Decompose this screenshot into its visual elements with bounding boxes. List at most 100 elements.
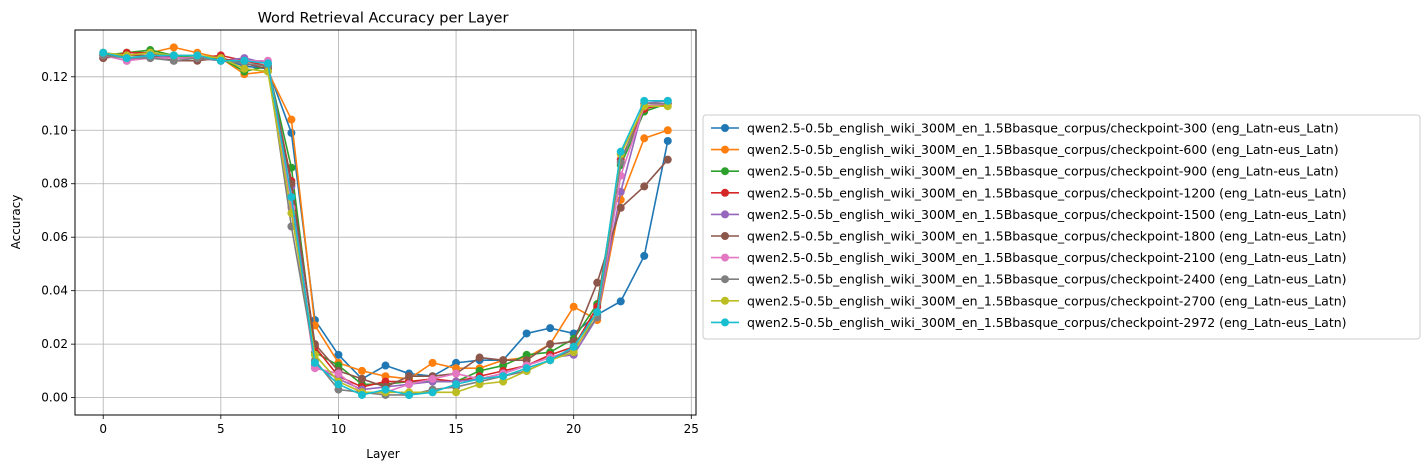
legend-label: qwen2.5-0.5b_english_wiki_300M_en_1.5Bba… — [747, 229, 1347, 244]
data-point — [334, 369, 343, 378]
legend-label: qwen2.5-0.5b_english_wiki_300M_en_1.5Bba… — [747, 293, 1347, 308]
legend: qwen2.5-0.5b_english_wiki_300M_en_1.5Bba… — [702, 114, 1421, 340]
series-line — [103, 54, 668, 391]
legend-marker — [721, 296, 729, 305]
legend-entry: qwen2.5-0.5b_english_wiki_300M_en_1.5Bba… — [711, 229, 1347, 244]
data-point — [146, 51, 155, 60]
data-point — [663, 155, 672, 164]
data-point — [263, 67, 272, 76]
legend-entry: qwen2.5-0.5b_english_wiki_300M_en_1.5Bba… — [711, 293, 1347, 308]
legend-entry: qwen2.5-0.5b_english_wiki_300M_en_1.5Bba… — [711, 142, 1339, 157]
series-3 — [99, 46, 672, 389]
y-tick-label: 0.08 — [41, 177, 68, 191]
legend-label: qwen2.5-0.5b_english_wiki_300M_en_1.5Bba… — [747, 272, 1347, 287]
series-line — [103, 46, 669, 380]
series-10 — [99, 48, 672, 399]
legend-marker — [721, 232, 729, 240]
legend-label: qwen2.5-0.5b_english_wiki_300M_en_1.5Bba… — [747, 250, 1347, 265]
legend-marker — [721, 124, 729, 132]
data-point — [522, 364, 531, 373]
data-point — [499, 356, 508, 365]
legend-entry: qwen2.5-0.5b_english_wiki_300M_en_1.5Bba… — [711, 121, 1339, 136]
data-point — [240, 56, 249, 65]
data-point — [593, 308, 602, 317]
x-tick-label: 25 — [684, 422, 699, 436]
data-point — [522, 329, 531, 338]
data-point — [640, 96, 649, 105]
legend-marker — [721, 145, 729, 154]
data-point — [428, 388, 437, 397]
data-point — [475, 374, 484, 383]
data-point — [475, 353, 484, 362]
series-4 — [99, 48, 672, 391]
legend-label: qwen2.5-0.5b_english_wiki_300M_en_1.5Bba… — [747, 315, 1347, 330]
data-point — [452, 369, 461, 378]
data-point — [428, 358, 437, 367]
data-point — [640, 182, 649, 191]
data-point — [546, 324, 555, 333]
data-point — [569, 342, 578, 351]
data-point — [169, 51, 178, 60]
data-point — [640, 251, 649, 260]
data-point — [381, 361, 390, 370]
grid — [75, 30, 696, 415]
data-point — [452, 388, 461, 397]
x-tick-label: 10 — [331, 422, 346, 436]
data-point — [499, 372, 508, 381]
legend-marker — [721, 210, 729, 219]
data-point — [287, 128, 296, 137]
legend-entry: qwen2.5-0.5b_english_wiki_300M_en_1.5Bba… — [711, 272, 1347, 287]
data-point — [569, 302, 578, 311]
data-point — [287, 115, 296, 124]
y-tick-label: 0.12 — [41, 70, 68, 84]
data-point — [310, 358, 319, 367]
data-point — [428, 374, 437, 383]
data-point — [546, 340, 555, 349]
data-point — [616, 147, 625, 156]
y-tick-label: 0.06 — [41, 230, 68, 244]
data-point — [334, 350, 343, 359]
series-8 — [99, 51, 672, 399]
data-point — [263, 59, 272, 68]
legend-entry: qwen2.5-0.5b_english_wiki_300M_en_1.5Bba… — [711, 250, 1347, 265]
data-point — [663, 136, 672, 145]
data-point — [357, 374, 366, 383]
data-point — [616, 297, 625, 306]
x-axis-title: Layer — [366, 447, 400, 461]
legend-entry: qwen2.5-0.5b_english_wiki_300M_en_1.5Bba… — [711, 164, 1339, 179]
legend-marker — [721, 167, 729, 176]
data-point — [240, 64, 249, 73]
data-point — [287, 193, 296, 202]
legend-marker — [721, 318, 729, 327]
chart-title: Word Retrieval Accuracy per Layer — [258, 11, 509, 27]
y-axis-title: Accuracy — [9, 195, 23, 250]
series-5 — [99, 51, 672, 394]
legend-label: qwen2.5-0.5b_english_wiki_300M_en_1.5Bba… — [747, 121, 1339, 136]
data-point — [405, 372, 414, 381]
legend-marker — [721, 253, 729, 262]
y-tick-label: 0.04 — [41, 284, 68, 298]
data-point — [99, 48, 108, 57]
data-point — [122, 54, 131, 63]
series-line — [103, 54, 668, 394]
legend-entry: qwen2.5-0.5b_english_wiki_300M_en_1.5Bba… — [711, 207, 1347, 222]
legend-label: qwen2.5-0.5b_english_wiki_300M_en_1.5Bba… — [747, 207, 1347, 222]
data-point — [663, 126, 672, 135]
legend-entry: qwen2.5-0.5b_english_wiki_300M_en_1.5Bba… — [711, 315, 1347, 330]
data-point — [616, 203, 625, 212]
data-point — [546, 356, 555, 365]
legend-entry: qwen2.5-0.5b_english_wiki_300M_en_1.5Bba… — [711, 185, 1347, 200]
series-layer — [99, 43, 672, 399]
data-point — [452, 380, 461, 389]
data-point — [593, 278, 602, 287]
data-point — [381, 385, 390, 394]
y-tick-label: 0.10 — [41, 123, 68, 137]
legend-marker — [721, 275, 729, 284]
data-point — [405, 390, 414, 399]
data-point — [663, 96, 672, 105]
data-point — [357, 366, 366, 375]
data-point — [640, 134, 649, 143]
data-point — [193, 51, 202, 60]
y-tick-label: 0.02 — [41, 337, 68, 351]
